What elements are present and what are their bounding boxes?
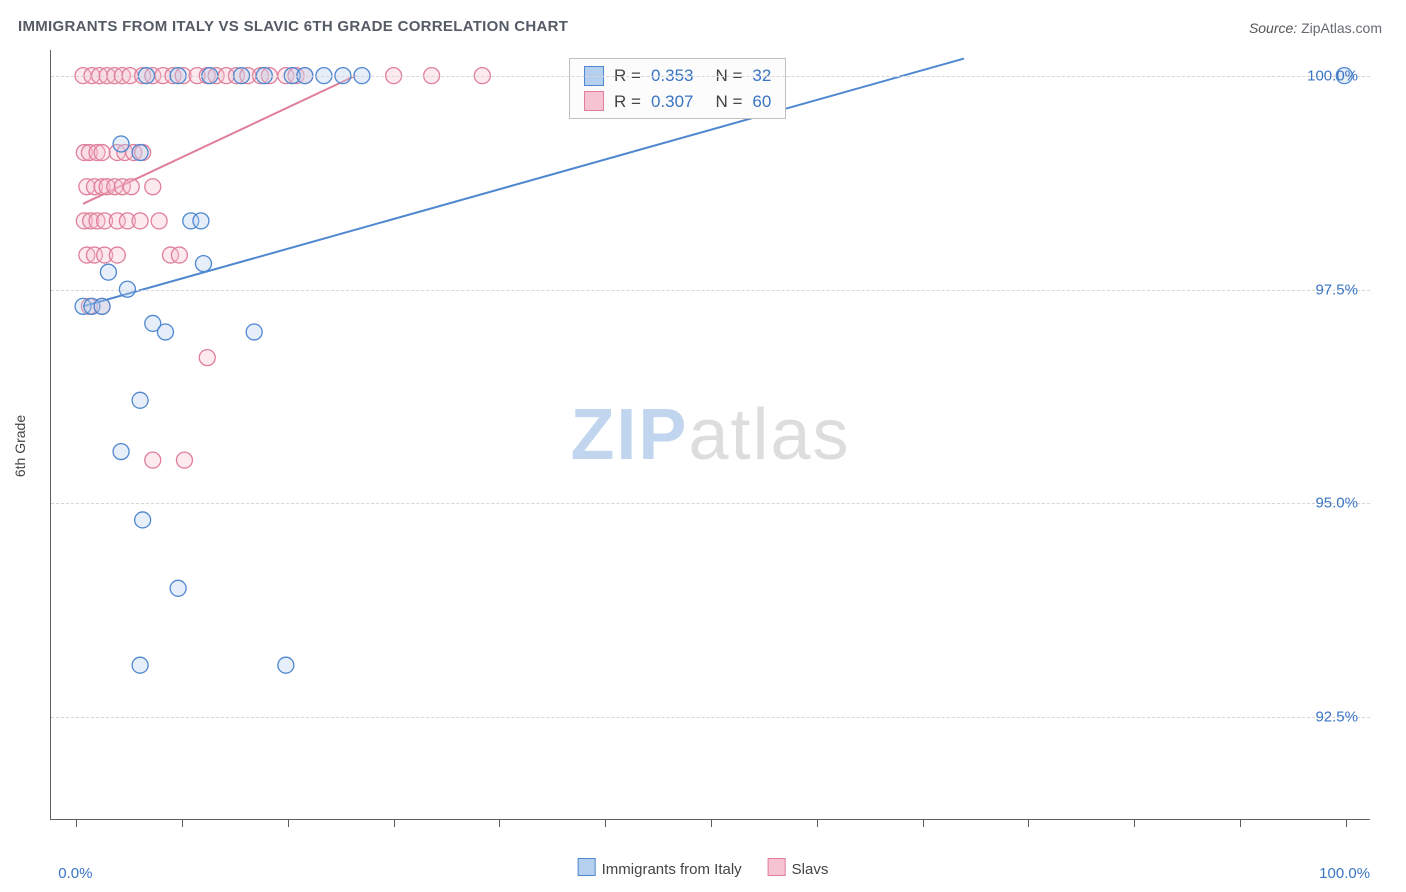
- x-tick: [1346, 819, 1347, 827]
- x-tick: [182, 819, 183, 827]
- data-point-italy: [94, 298, 110, 314]
- trend-line-italy: [83, 59, 964, 307]
- y-axis-label: 6th Grade: [12, 415, 28, 477]
- legend-label-italy: Immigrants from Italy: [602, 861, 742, 878]
- stat-r-label: R =: [614, 89, 641, 115]
- x-tick: [1240, 819, 1241, 827]
- legend-swatch-italy: [578, 858, 596, 876]
- data-point-slavs: [109, 247, 125, 263]
- gridline-h: [51, 290, 1370, 291]
- data-point-italy: [193, 213, 209, 229]
- data-point-slavs: [132, 213, 148, 229]
- y-tick-label: 92.5%: [1315, 709, 1358, 726]
- legend-label-slavs: Slavs: [792, 861, 829, 878]
- data-point-italy: [195, 256, 211, 272]
- stat-swatch-slavs: [584, 91, 604, 111]
- data-point-italy: [113, 136, 129, 152]
- source-attribution: Source: ZipAtlas.com: [1249, 20, 1382, 36]
- x-tick: [76, 819, 77, 827]
- x-tick: [288, 819, 289, 827]
- stat-row-slavs: R = 0.307 N = 60: [584, 89, 771, 115]
- data-point-slavs: [171, 247, 187, 263]
- x-tick: [923, 819, 924, 827]
- data-point-italy: [135, 512, 151, 528]
- chart-title: IMMIGRANTS FROM ITALY VS SLAVIC 6TH GRAD…: [18, 18, 568, 35]
- data-point-italy: [132, 392, 148, 408]
- legend: Immigrants from Italy Slavs: [578, 858, 829, 878]
- legend-item-slavs: Slavs: [768, 858, 829, 878]
- source-label: Source:: [1249, 20, 1297, 36]
- data-point-italy: [278, 657, 294, 673]
- y-tick-label: 97.5%: [1315, 281, 1358, 298]
- data-point-italy: [170, 580, 186, 596]
- x-tick: [499, 819, 500, 827]
- stat-r-value-slavs: 0.307: [651, 89, 694, 115]
- data-point-slavs: [145, 452, 161, 468]
- x-tick-label: 0.0%: [58, 865, 92, 882]
- y-tick-label: 100.0%: [1307, 67, 1358, 84]
- data-point-italy: [113, 444, 129, 460]
- correlation-stats-box: R = 0.353N = 32R = 0.307N = 60: [569, 58, 786, 119]
- legend-item-italy: Immigrants from Italy: [578, 858, 742, 878]
- data-point-slavs: [176, 452, 192, 468]
- x-tick-label: 100.0%: [1319, 865, 1370, 882]
- gridline-h: [51, 717, 1370, 718]
- data-point-slavs: [145, 179, 161, 195]
- x-tick: [394, 819, 395, 827]
- x-tick: [1028, 819, 1029, 827]
- legend-swatch-slavs: [768, 858, 786, 876]
- data-point-slavs: [123, 179, 139, 195]
- data-point-italy: [157, 324, 173, 340]
- x-tick: [711, 819, 712, 827]
- x-tick: [605, 819, 606, 827]
- x-tick: [1134, 819, 1135, 827]
- chart-svg: [51, 50, 1370, 819]
- data-point-italy: [246, 324, 262, 340]
- stat-n-value-slavs: 60: [752, 89, 771, 115]
- data-point-slavs: [94, 145, 110, 161]
- stat-n-label: N =: [715, 89, 742, 115]
- data-point-slavs: [151, 213, 167, 229]
- data-point-italy: [132, 145, 148, 161]
- chart-plot-area: ZIPatlas R = 0.353N = 32R = 0.307N = 60 …: [50, 50, 1370, 820]
- x-tick: [817, 819, 818, 827]
- data-point-slavs: [199, 350, 215, 366]
- source-name: ZipAtlas.com: [1301, 20, 1382, 36]
- data-point-italy: [100, 264, 116, 280]
- data-point-italy: [132, 657, 148, 673]
- gridline-h: [51, 76, 1370, 77]
- gridline-h: [51, 503, 1370, 504]
- y-tick-label: 95.0%: [1315, 495, 1358, 512]
